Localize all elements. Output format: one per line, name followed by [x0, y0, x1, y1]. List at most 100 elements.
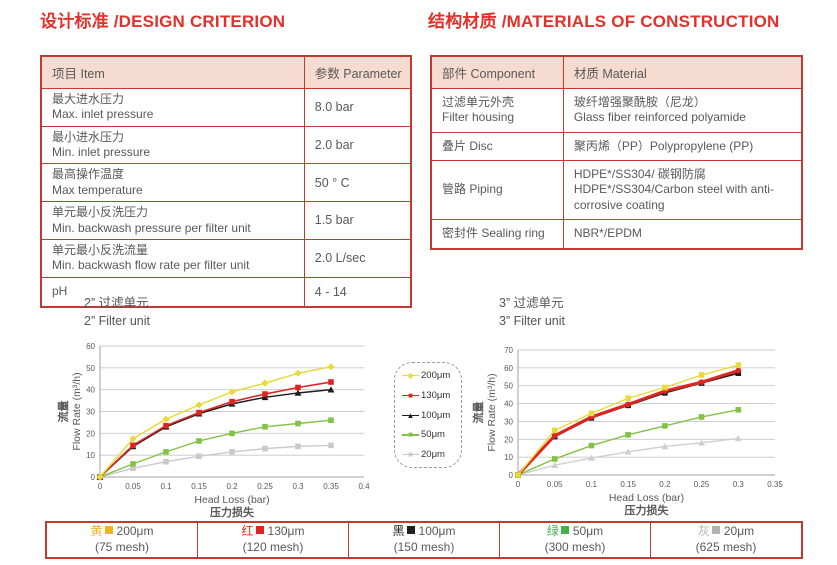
mesh-label: (150 mesh) — [393, 540, 455, 554]
svg-text:60: 60 — [86, 342, 95, 351]
svg-text:Flow Rate (m³/h): Flow Rate (m³/h) — [71, 372, 83, 450]
item-label-en: Min. backwash pressure per filter unit — [52, 220, 251, 235]
color-swatch-square — [255, 526, 264, 535]
mesh-label: (120 mesh) — [242, 540, 304, 554]
svg-text:流量: 流量 — [471, 402, 485, 424]
table-row: 最高操作温度 Max temperature 50 ° C — [40, 163, 412, 203]
item-label-zh: 单元最小反洗流量 — [52, 242, 149, 257]
svg-text:0.3: 0.3 — [292, 482, 304, 491]
svg-text:0.15: 0.15 — [620, 480, 636, 489]
component-label-zh: 管路 Piping — [442, 182, 503, 197]
svg-text:0: 0 — [91, 473, 96, 482]
material-value-en: HDPE*/SS304/Carbon steel with anti-corro… — [573, 182, 774, 212]
color-swatch-square — [406, 526, 415, 535]
component-label-en: Filter housing — [442, 110, 515, 125]
mesh-key-cell: 绿 50μm (300 mesh) — [499, 523, 650, 557]
svg-text:20: 20 — [86, 429, 95, 438]
legend-marker-icon: ■ — [402, 430, 419, 439]
micron-label: 130μm — [267, 524, 305, 539]
legend-marker-icon: ▲ — [402, 411, 419, 420]
legend-label: 20μm — [421, 449, 445, 460]
item-label-zh: 最高操作温度 — [52, 167, 125, 182]
svg-text:0.3: 0.3 — [733, 480, 745, 489]
svg-text:0.1: 0.1 — [586, 480, 598, 489]
svg-text:30: 30 — [86, 408, 95, 417]
column-header-component: 部件 Component — [430, 55, 564, 89]
item-label-zh: 最大进水压力 — [52, 92, 125, 106]
svg-text:0.4: 0.4 — [358, 482, 370, 491]
mesh-label: (75 mesh) — [94, 540, 150, 554]
table-row: 管路 Piping HDPE*/SS304/ 碳钢防腐 HDPE*/SS304/C… — [430, 160, 803, 221]
mesh-label: (625 mesh) — [695, 540, 757, 554]
legend-entry: ◆ 200μm — [402, 370, 456, 381]
flow-rate-chart-2inch: 0 10 20 30 40 50 60 0 0.05 0.1 0.15 0.2 0.25 0.3 0.35 0… — [56, 342, 370, 519]
legend-label: 50μm — [421, 429, 445, 441]
material-value-zh: HDPE*/SS304/ 碳钢防腐 — [573, 167, 706, 182]
table-header-row: 项目 Item 参数 Parameter — [40, 55, 412, 89]
color-swatch-square — [560, 526, 569, 535]
mesh-key-cell: 黑 100μm (150 mesh) — [348, 523, 499, 557]
legend-entry: ■ 130μm — [402, 390, 456, 401]
svg-text:0.1: 0.1 — [160, 482, 172, 491]
design-criterion-table: 项目 Item 参数 Parameter 最大进水压力 Max. inlet pr… — [40, 55, 412, 308]
material-value-en: Glass fiber reinforced polyamide — [573, 110, 746, 125]
svg-text:压力损失: 压力损失 — [210, 505, 255, 519]
material-value-zh: 聚丙烯（PP）Polypropylene (PP) — [573, 138, 754, 153]
series-legend: ◆ 200μm ■ 130μm ▲ 100μm ■ 50μm ■ 20μm — [394, 362, 462, 468]
table-row: 过滤单元外壳 Filter housing 玻纤增强聚酰胺（尼龙） Glass fi… — [430, 88, 803, 133]
mesh-color-key-bar: 黄 200μm (75 mesh) 红 130μm (120 mesh) 黑 100μ… — [45, 521, 803, 559]
legend-label: 130μm — [421, 389, 451, 401]
mesh-label: (300 mesh) — [544, 540, 606, 554]
svg-text:0: 0 — [98, 482, 103, 491]
table-row: 最小进水压力 Min. inlet pressure 2.0 bar — [40, 125, 412, 165]
parameter-value: 2.0 bar — [314, 137, 354, 152]
svg-text:Flow Rate (m³/h): Flow Rate (m³/h) — [486, 373, 498, 451]
item-label-zh: 单元最小反洗压力 — [52, 205, 149, 220]
item-label-zh: 最小进水压力 — [52, 129, 125, 144]
svg-text:流量: 流量 — [56, 401, 70, 423]
svg-text:0.15: 0.15 — [191, 482, 207, 491]
legend-entry: ▲ 100μm — [402, 410, 456, 421]
micron-label: 50μm — [572, 524, 604, 539]
material-value-zh: 玻纤增强聚酰胺（尼龙） — [573, 95, 706, 109]
mesh-key-cell: 灰 20μm (625 mesh) — [650, 523, 801, 557]
color-char: 绿 — [546, 524, 559, 539]
table-row: 密封件 Sealing ring NBR*/EPDM — [430, 219, 803, 250]
legend-label: 100μm — [421, 409, 451, 421]
svg-text:Head Loss (bar): Head Loss (bar) — [194, 494, 269, 506]
svg-text:0.05: 0.05 — [547, 480, 563, 489]
legend-marker-icon: ◆ — [402, 371, 419, 380]
table-header-row: 部件 Component 材质 Material — [430, 55, 803, 89]
flow-rate-chart-3inch: 0 10 20 30 40 50 60 70 0 0.05 0.1 0.15 0.2 0.25 0.3 0.3… — [471, 346, 783, 517]
mesh-key-cell: 红 130μm (120 mesh) — [197, 523, 348, 557]
svg-text:0.25: 0.25 — [694, 480, 710, 489]
svg-text:40: 40 — [504, 400, 513, 409]
table-row: 单元最小反洗流量 Min. backwash flow rate per filt… — [40, 238, 412, 278]
column-header-item: 项目 Item — [40, 55, 305, 89]
svg-text:0: 0 — [509, 471, 514, 480]
micron-label: 20μm — [723, 524, 755, 539]
mesh-key-cell: 黄 200μm (75 mesh) — [47, 523, 197, 557]
svg-text:0.35: 0.35 — [323, 482, 339, 491]
item-label-en: Max. inlet pressure — [52, 107, 154, 122]
svg-text:50: 50 — [86, 364, 95, 373]
material-value-zh: NBR*/EPDM — [573, 226, 642, 241]
legend-label: 200μm — [421, 370, 451, 381]
svg-text:10: 10 — [504, 453, 513, 462]
item-label-zh: pH — [52, 284, 68, 299]
parameter-value: 4 - 14 — [314, 284, 347, 299]
parameter-value: 50 ° C — [314, 175, 350, 190]
micron-label: 200μm — [116, 524, 154, 539]
materials-heading: 结构材质 /MATERIALS OF CONSTRUCTION — [428, 12, 780, 31]
svg-text:60: 60 — [504, 364, 513, 373]
component-label-zh: 叠片 Disc — [442, 138, 493, 153]
color-swatch-square — [711, 526, 720, 535]
design-criterion-heading: 设计标准 /DESIGN CRITERION — [40, 12, 286, 31]
component-label-zh: 密封件 Sealing ring — [442, 226, 545, 241]
color-char: 红 — [241, 524, 254, 539]
parameter-value: 1.5 bar — [314, 213, 354, 228]
svg-text:0.2: 0.2 — [659, 480, 671, 489]
svg-text:10: 10 — [86, 451, 95, 460]
item-label-en: Max temperature — [52, 182, 143, 197]
color-char: 黄 — [90, 524, 103, 539]
